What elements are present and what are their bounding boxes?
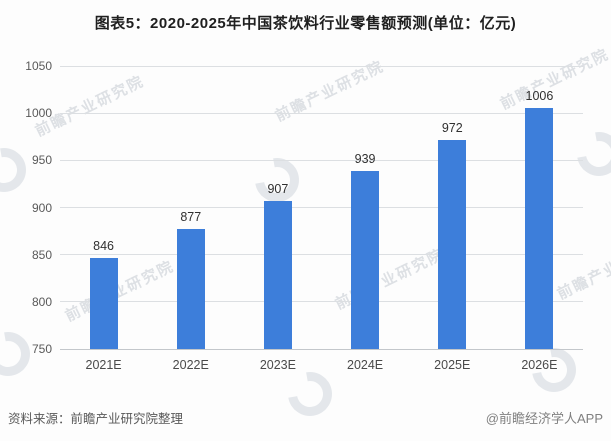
- bar-2025E: [438, 139, 467, 349]
- chart-title: 图表5：2020-2025年中国茶饮料行业零售额预测(单位：亿元): [94, 15, 517, 32]
- x-tick-label-2021E: 2021E: [85, 358, 122, 372]
- bar-value-label-2025E: 972: [441, 120, 463, 135]
- x-tick-label-2026E: 2026E: [521, 358, 558, 372]
- y-tick-label-850: 850: [31, 247, 52, 262]
- y-tick-label-750: 750: [31, 342, 52, 356]
- gridline-750: [60, 348, 583, 350]
- x-tick-label-2024E: 2024E: [347, 358, 384, 372]
- bar-value-label-2022E: 877: [180, 210, 202, 225]
- gridline-1000: [60, 112, 583, 114]
- bar-2023E: [263, 200, 292, 349]
- plot-area: 750 800 850 900 950 1000 1050 846 2021E 877 2022E 9…: [25, 59, 583, 372]
- y-tick-label-900: 900: [31, 200, 52, 215]
- credit-note: @前瞻经济学人APP: [485, 411, 603, 426]
- y-tick-label-800: 800: [31, 294, 52, 309]
- x-tick-label-2023E: 2023E: [259, 358, 296, 372]
- gridline-800: [60, 301, 583, 303]
- bar-2026E: [525, 107, 554, 349]
- x-tick-label-2022E: 2022E: [172, 358, 209, 372]
- bar-value-label-2023E: 907: [267, 181, 289, 196]
- watermark-logo-icon: [0, 139, 35, 201]
- bar-2021E: [89, 258, 118, 349]
- y-tick-label-1050: 1050: [25, 59, 52, 73]
- gridline-850: [60, 254, 583, 256]
- gridline-900: [60, 207, 583, 208]
- bar-value-label-2021E: 846: [93, 239, 114, 254]
- x-tick-label-2025E: 2025E: [434, 358, 471, 372]
- y-tick-label-1000: 1000: [25, 106, 52, 121]
- watermark-logo-icon: [279, 363, 341, 425]
- gridline-1050: [60, 65, 583, 67]
- bar-value-label-2024E: 939: [354, 151, 376, 166]
- bar-2022E: [176, 229, 205, 349]
- bar-2024E: [351, 170, 380, 349]
- gridline-950: [60, 159, 583, 161]
- source-note: 资料来源：前瞻产业研究院整理: [8, 412, 184, 426]
- bar-value-label-2026E: 1006: [525, 88, 554, 103]
- y-tick-label-950: 950: [31, 153, 52, 168]
